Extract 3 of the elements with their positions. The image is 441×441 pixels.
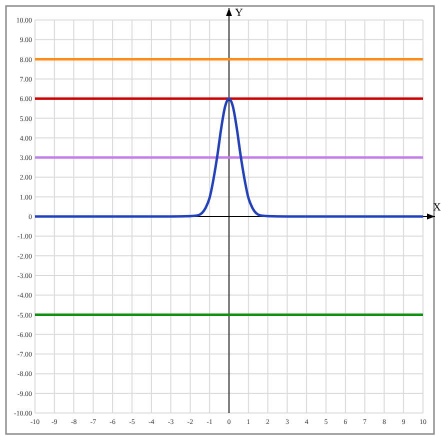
x-axis-title: X — [433, 202, 441, 214]
line-series — [34, 97, 424, 218]
y-axis-title: Y — [235, 7, 243, 19]
